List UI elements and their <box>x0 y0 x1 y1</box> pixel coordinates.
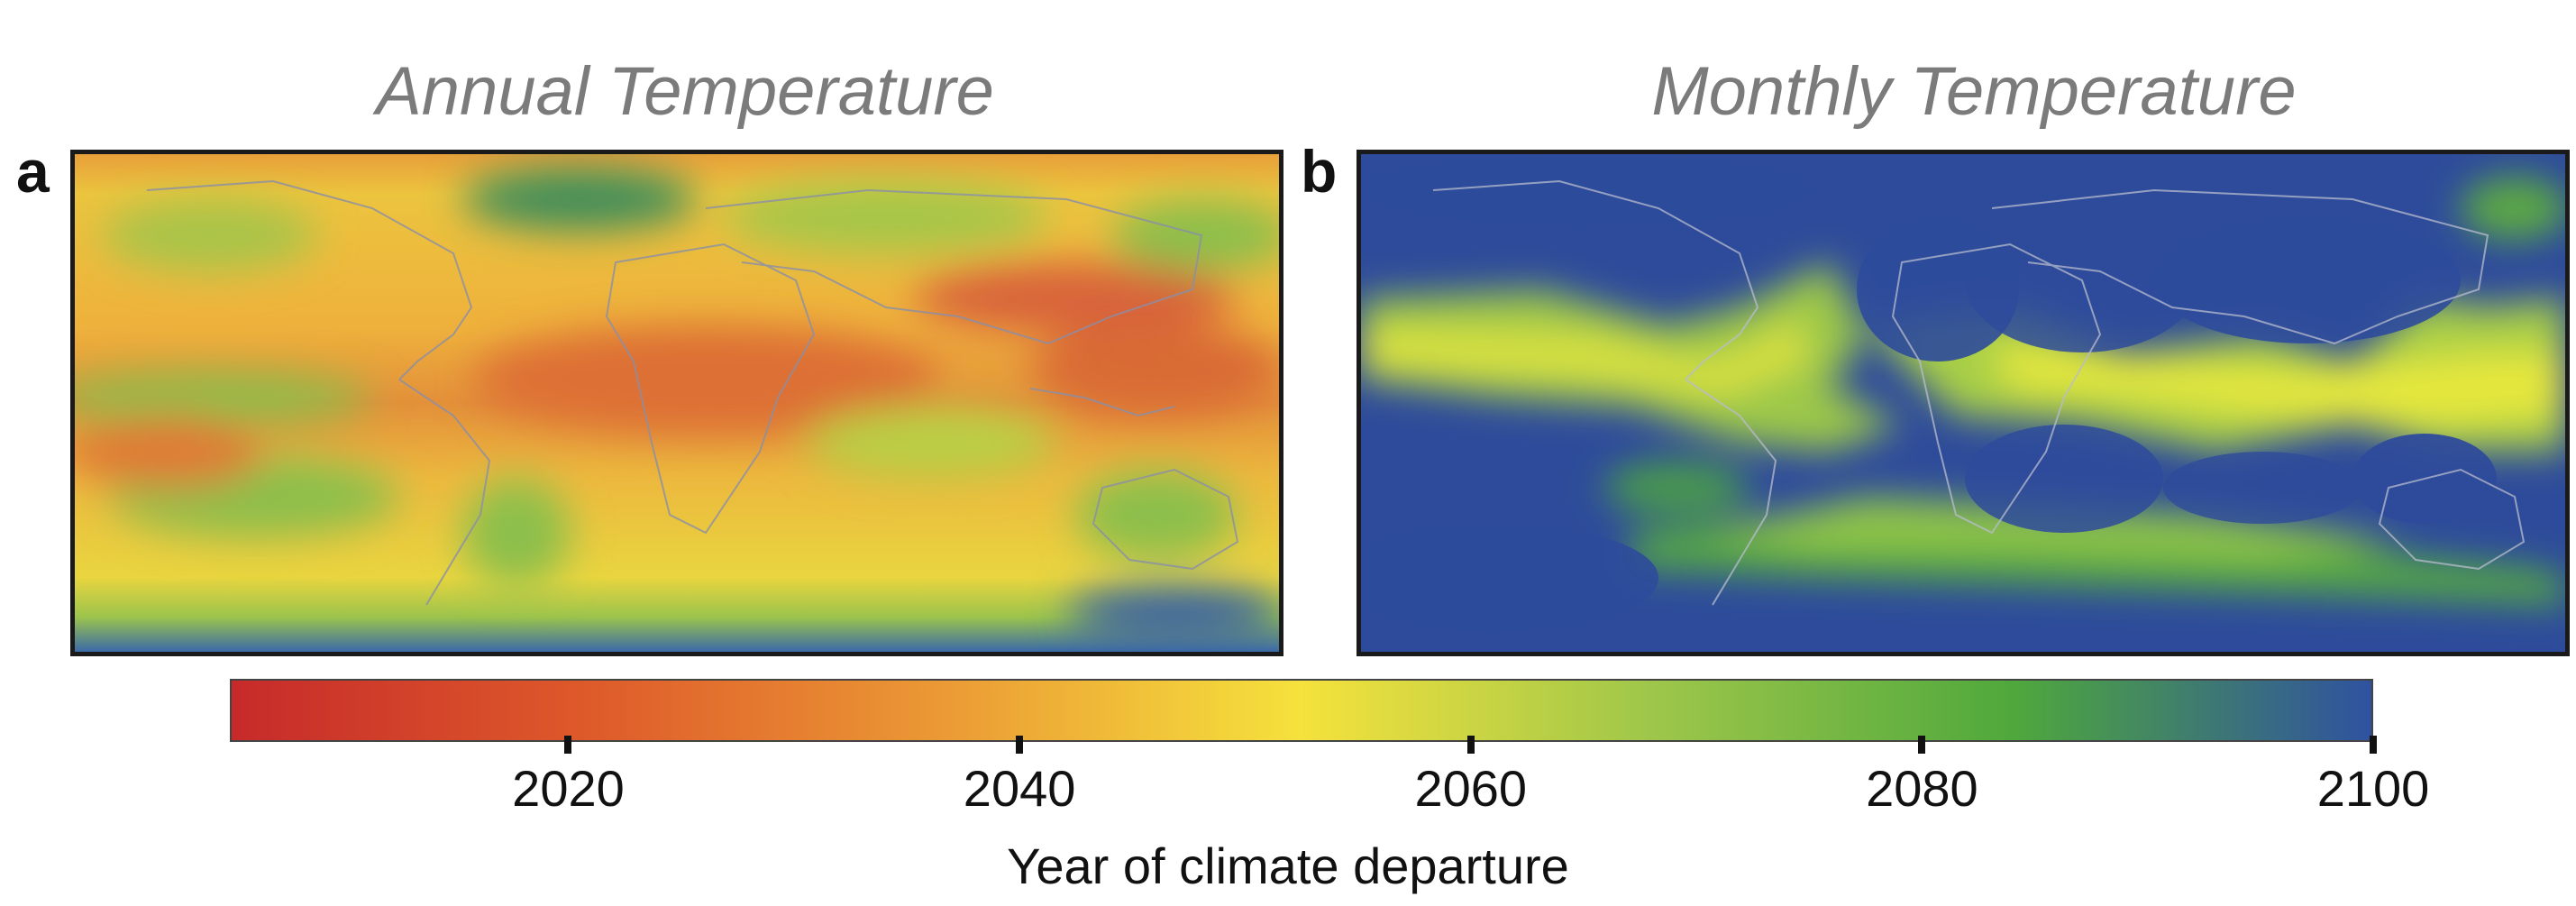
colorbar-tick-mark <box>1466 736 1475 754</box>
colorbar <box>230 679 2373 742</box>
colorbar-label: Year of climate departure <box>1007 837 1569 894</box>
annual-temperature-map <box>70 150 1283 656</box>
panel-b-title: Monthly Temperature <box>1651 53 2297 130</box>
monthly-temperature-map <box>1357 150 2570 656</box>
colorbar-tick-mark <box>564 736 572 754</box>
colorbar-tick-mark <box>1016 736 1024 754</box>
colorbar-tick-label: 2020 <box>512 760 625 817</box>
colorbar-tick-label: 2060 <box>1414 760 1528 817</box>
colorbar-tick-mark <box>2370 736 2377 754</box>
panel-b-label: b <box>1301 138 1338 205</box>
panel-a-title: Annual Temperature <box>376 53 994 130</box>
colorbar-tick-label: 2080 <box>1866 760 1978 817</box>
colorbar-tick-label: 2100 <box>2316 760 2430 817</box>
colorbar-tick-mark <box>1918 736 1926 754</box>
colorbar-tick-label: 2040 <box>963 760 1076 817</box>
panel-a-label: a <box>16 138 50 205</box>
